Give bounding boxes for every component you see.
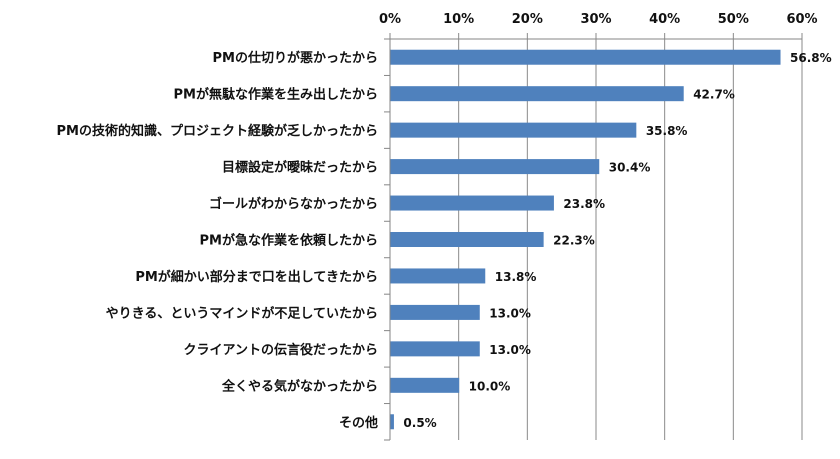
data-label: 23.8% xyxy=(563,197,605,211)
bar xyxy=(390,304,480,320)
category-label: 全くやる気がなかったから xyxy=(221,378,378,394)
category-label: その他 xyxy=(339,415,378,431)
category-label: クライアントの伝言役だったから xyxy=(184,342,378,358)
x-tick-label: 50% xyxy=(718,12,749,27)
category-label: PMが急な作業を依頼したから xyxy=(200,233,378,249)
data-label: 13.0% xyxy=(489,343,531,357)
category-label: PMが細かい部分まで口を出してきたから xyxy=(135,269,378,285)
bar xyxy=(390,122,637,138)
data-label: 0.5% xyxy=(403,416,436,430)
data-label: 22.3% xyxy=(553,234,595,248)
x-tick-label: 10% xyxy=(443,12,474,27)
bar xyxy=(390,341,480,357)
data-label: 13.0% xyxy=(489,306,531,320)
x-tick-label: 60% xyxy=(786,12,817,27)
bar xyxy=(390,232,544,247)
data-label: 42.7% xyxy=(693,88,735,102)
data-label: 30.4% xyxy=(609,161,651,175)
x-tick-label: 40% xyxy=(649,12,680,27)
category-label: PMの技術的知識、プロジェクト経験が乏しかったから xyxy=(57,123,378,139)
bar xyxy=(390,377,460,393)
data-label: 13.8% xyxy=(495,270,537,284)
x-tick-label: 20% xyxy=(512,12,543,27)
bar xyxy=(390,159,600,175)
data-label: 56.8% xyxy=(790,51,832,65)
bar xyxy=(390,86,684,102)
data-label: 35.8% xyxy=(646,124,688,138)
category-label: ゴールがわからなかったから xyxy=(209,196,378,212)
bar xyxy=(390,414,394,430)
category-label: PMが無駄な作業を生み出したから xyxy=(174,87,378,103)
category-label: やりきる、というマインドが不足していたから xyxy=(106,305,378,321)
bar xyxy=(390,268,486,284)
bar xyxy=(390,195,554,211)
x-tick-label: 30% xyxy=(580,12,611,27)
category-label: PMの仕切りが悪かったから xyxy=(213,50,378,66)
x-tick-label: 0% xyxy=(379,12,401,27)
bar xyxy=(390,49,781,65)
category-label: 目標設定が曖昧だったから xyxy=(222,160,378,176)
data-label: 10.0% xyxy=(469,379,511,393)
